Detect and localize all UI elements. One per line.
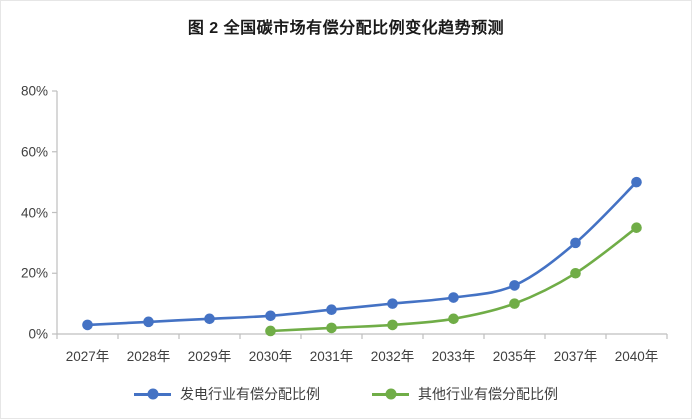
chart-title: 图 2 全国碳市场有偿分配比例变化趋势预测: [187, 20, 505, 37]
x-tick-label: 2037年: [553, 349, 598, 364]
x-tick-label: 2027年: [65, 349, 110, 364]
x-tick-label: 2035年: [492, 349, 537, 364]
y-tick-label: 0%: [28, 326, 48, 342]
data-point-marker: [82, 319, 93, 331]
data-point-marker: [204, 313, 215, 325]
chart-legend: 发电行业有偿分配比例 其他行业有偿分配比例: [1, 384, 691, 404]
y-tick-label: 80%: [20, 83, 48, 99]
legend-dot-icon: [147, 388, 158, 400]
data-point-marker: [631, 176, 642, 188]
data-point-marker: [326, 304, 337, 316]
x-tick-label: 2028年: [126, 349, 171, 364]
data-point-marker: [387, 319, 398, 331]
data-point-marker: [448, 313, 459, 325]
data-point-marker: [143, 316, 154, 328]
x-tick-label: 2033年: [431, 349, 476, 364]
x-axis: 2027年 2028年 2029年 2030年 2031年 2032年 2033…: [57, 345, 667, 365]
data-point-marker: [265, 325, 276, 337]
legend-label: 发电行业有偿分配比例: [180, 386, 320, 402]
x-tick-label: 2030年: [248, 349, 293, 364]
x-tick-label: 2031年: [309, 349, 354, 364]
series-line-0: [86, 180, 638, 327]
legend-line-marker-blue: [134, 388, 171, 400]
x-tick-label: 2029年: [187, 349, 232, 364]
y-tick-label: 60%: [20, 144, 48, 160]
legend-label: 其他行业有偿分配比例: [418, 386, 558, 402]
data-point-marker: [448, 292, 459, 303]
data-point-marker: [631, 222, 642, 233]
y-axis: 80% 60% 40% 20% 0%: [1, 84, 48, 342]
legend-dot-icon: [385, 388, 396, 400]
x-tick-label: 2040年: [614, 349, 659, 364]
legend-item-other-industries: 其他行业有偿分配比例: [372, 384, 558, 404]
data-point-marker: [509, 280, 520, 291]
data-point-marker: [265, 310, 276, 322]
y-tick-label: 40%: [20, 205, 48, 220]
legend-line-marker-green: [372, 388, 409, 400]
data-point-marker: [570, 237, 581, 249]
legend-item-power-generation: 发电行业有偿分配比例: [134, 384, 320, 404]
data-point-marker: [326, 322, 337, 334]
y-tick-label: 20%: [20, 265, 48, 281]
data-point-marker: [387, 298, 398, 309]
data-point-marker: [570, 267, 581, 279]
data-point-marker: [509, 298, 520, 309]
x-tick-label: 2032年: [370, 349, 415, 364]
